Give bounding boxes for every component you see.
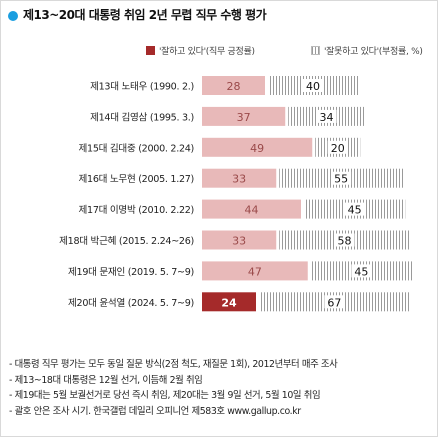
negative-value-bg — [334, 233, 355, 247]
positive-value-label: 47 — [248, 265, 262, 278]
positive-value-label: 33 — [232, 173, 246, 186]
positive-value-label: 49 — [250, 142, 264, 155]
positive-value-label: 28 — [227, 80, 241, 93]
negative-value-label: 34 — [320, 111, 334, 124]
negative-value-bg — [303, 79, 323, 92]
legend-negative-swatch — [311, 46, 320, 55]
category-label: 제15대 김대중 (2000. 2.24) — [79, 142, 195, 154]
category-label: 제19대 문재인 (2019. 5. 7~9) — [68, 267, 194, 278]
negative-value-label: 45 — [348, 204, 362, 217]
footnote: - 제19대는 5월 보궐선거로 당선 즉시 취임, 제20대는 3월 9일 선… — [9, 390, 321, 401]
negative-value-bg — [331, 171, 352, 185]
positive-value-label: 33 — [232, 235, 246, 248]
negative-value-label: 67 — [327, 296, 341, 309]
footnote: - 대통령 직무 평가는 모두 동일 질문 방식(2점 척도, 재질문 1회),… — [9, 359, 338, 370]
negative-value-bg — [324, 295, 345, 309]
legend-positive: '잘하고 있다'(직무 긍정률) — [146, 44, 255, 57]
negative-value-label: 45 — [354, 265, 368, 278]
negative-value-bg — [316, 109, 337, 123]
positive-bar — [202, 137, 313, 157]
negative-value-label: 55 — [334, 173, 348, 186]
positive-bar — [202, 292, 256, 312]
category-label: 제16대 노무현 (2005. 1.27) — [79, 174, 195, 185]
legend-negative: '잘못하고 있다'(부정률, %) — [311, 44, 423, 57]
category-label: 제18대 박근혜 (2015. 2.24~26) — [59, 235, 194, 247]
positive-bar — [202, 76, 265, 95]
positive-value-label: 37 — [237, 111, 251, 124]
category-label: 제13대 노태우 (1990. 2.) — [90, 82, 194, 93]
positive-bar — [202, 106, 286, 126]
chart-title: 제13~20대 대통령 취임 2년 무렵 직무 수행 평가 — [23, 8, 267, 22]
positive-value-label: 24 — [221, 296, 237, 309]
legend-negative-label: '잘못하고 있다'(부정률, %) — [324, 47, 423, 57]
negative-value-label: 20 — [331, 142, 345, 155]
negative-value-label: 58 — [338, 235, 352, 248]
category-label: 제20대 윤석열 (2024. 5. 7~9) — [68, 298, 194, 309]
legend-positive-label: '잘하고 있다'(직무 긍정률) — [159, 47, 255, 57]
positive-bar — [202, 199, 301, 219]
negative-value-bg — [327, 140, 348, 154]
positive-value-label: 44 — [245, 204, 259, 217]
positive-bar — [202, 261, 308, 281]
legend-positive-swatch — [146, 46, 155, 55]
category-label: 제17대 이명박 (2010. 2.22) — [79, 205, 195, 216]
positive-bar — [202, 168, 277, 188]
positive-bar — [202, 230, 277, 250]
category-label: 제14대 김영삼 (1995. 3.) — [90, 111, 194, 123]
title-bullet-icon — [8, 11, 18, 21]
negative-value-bg — [344, 202, 365, 216]
negative-value-bg — [351, 264, 372, 278]
footnote: - 괄호 안은 조사 시기. 한국갤럽 데일리 오피니언 제583호 www.g… — [9, 405, 301, 417]
footnotes: - 대통령 직무 평가는 모두 동일 질문 방식(2점 척도, 재질문 1회),… — [9, 357, 338, 419]
negative-value-label: 40 — [306, 80, 320, 93]
footnote: - 제13~18대 대통령은 12월 선거, 이듬해 2월 취임 — [9, 374, 203, 386]
